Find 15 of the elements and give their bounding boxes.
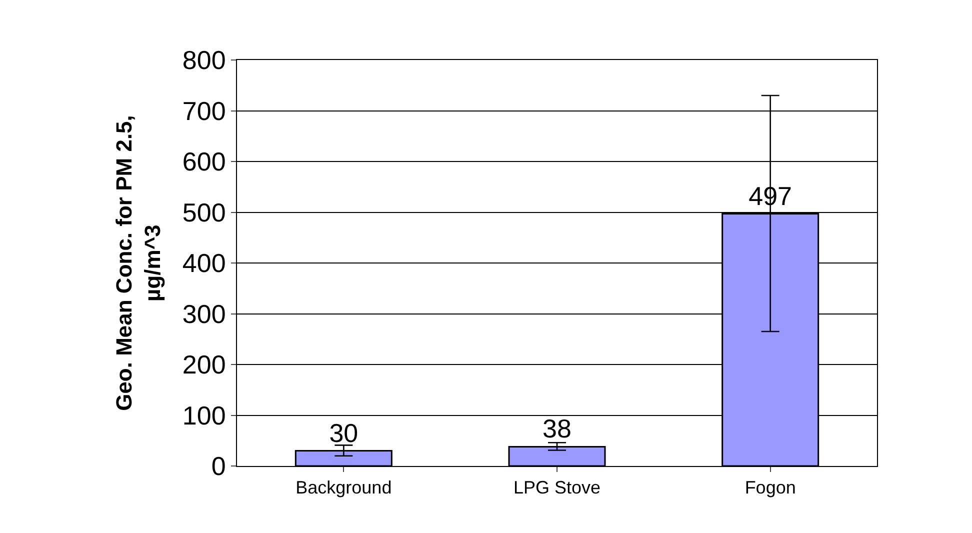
y-tick-label: 300 <box>182 298 226 329</box>
x-tick-label: Background <box>296 478 392 498</box>
y-tick-label: 700 <box>182 96 226 126</box>
y-tick-label: 500 <box>182 197 226 228</box>
y-tick-label: 200 <box>182 350 226 380</box>
x-tick-label: LPG Stove <box>513 478 601 498</box>
y-axis-title: Geo. Mean Conc. for PM 2.5, µg/m^3 <box>112 115 166 411</box>
data-label: 38 <box>542 414 572 444</box>
y-tick-label: 800 <box>182 45 226 76</box>
data-label: 30 <box>329 418 358 448</box>
x-tick-label: Fogon <box>744 478 796 498</box>
y-tick-label: 100 <box>182 400 226 430</box>
y-tick-label: 400 <box>182 248 226 278</box>
y-tick-label: 600 <box>182 146 226 177</box>
y-tick-label: 0 <box>211 451 226 482</box>
